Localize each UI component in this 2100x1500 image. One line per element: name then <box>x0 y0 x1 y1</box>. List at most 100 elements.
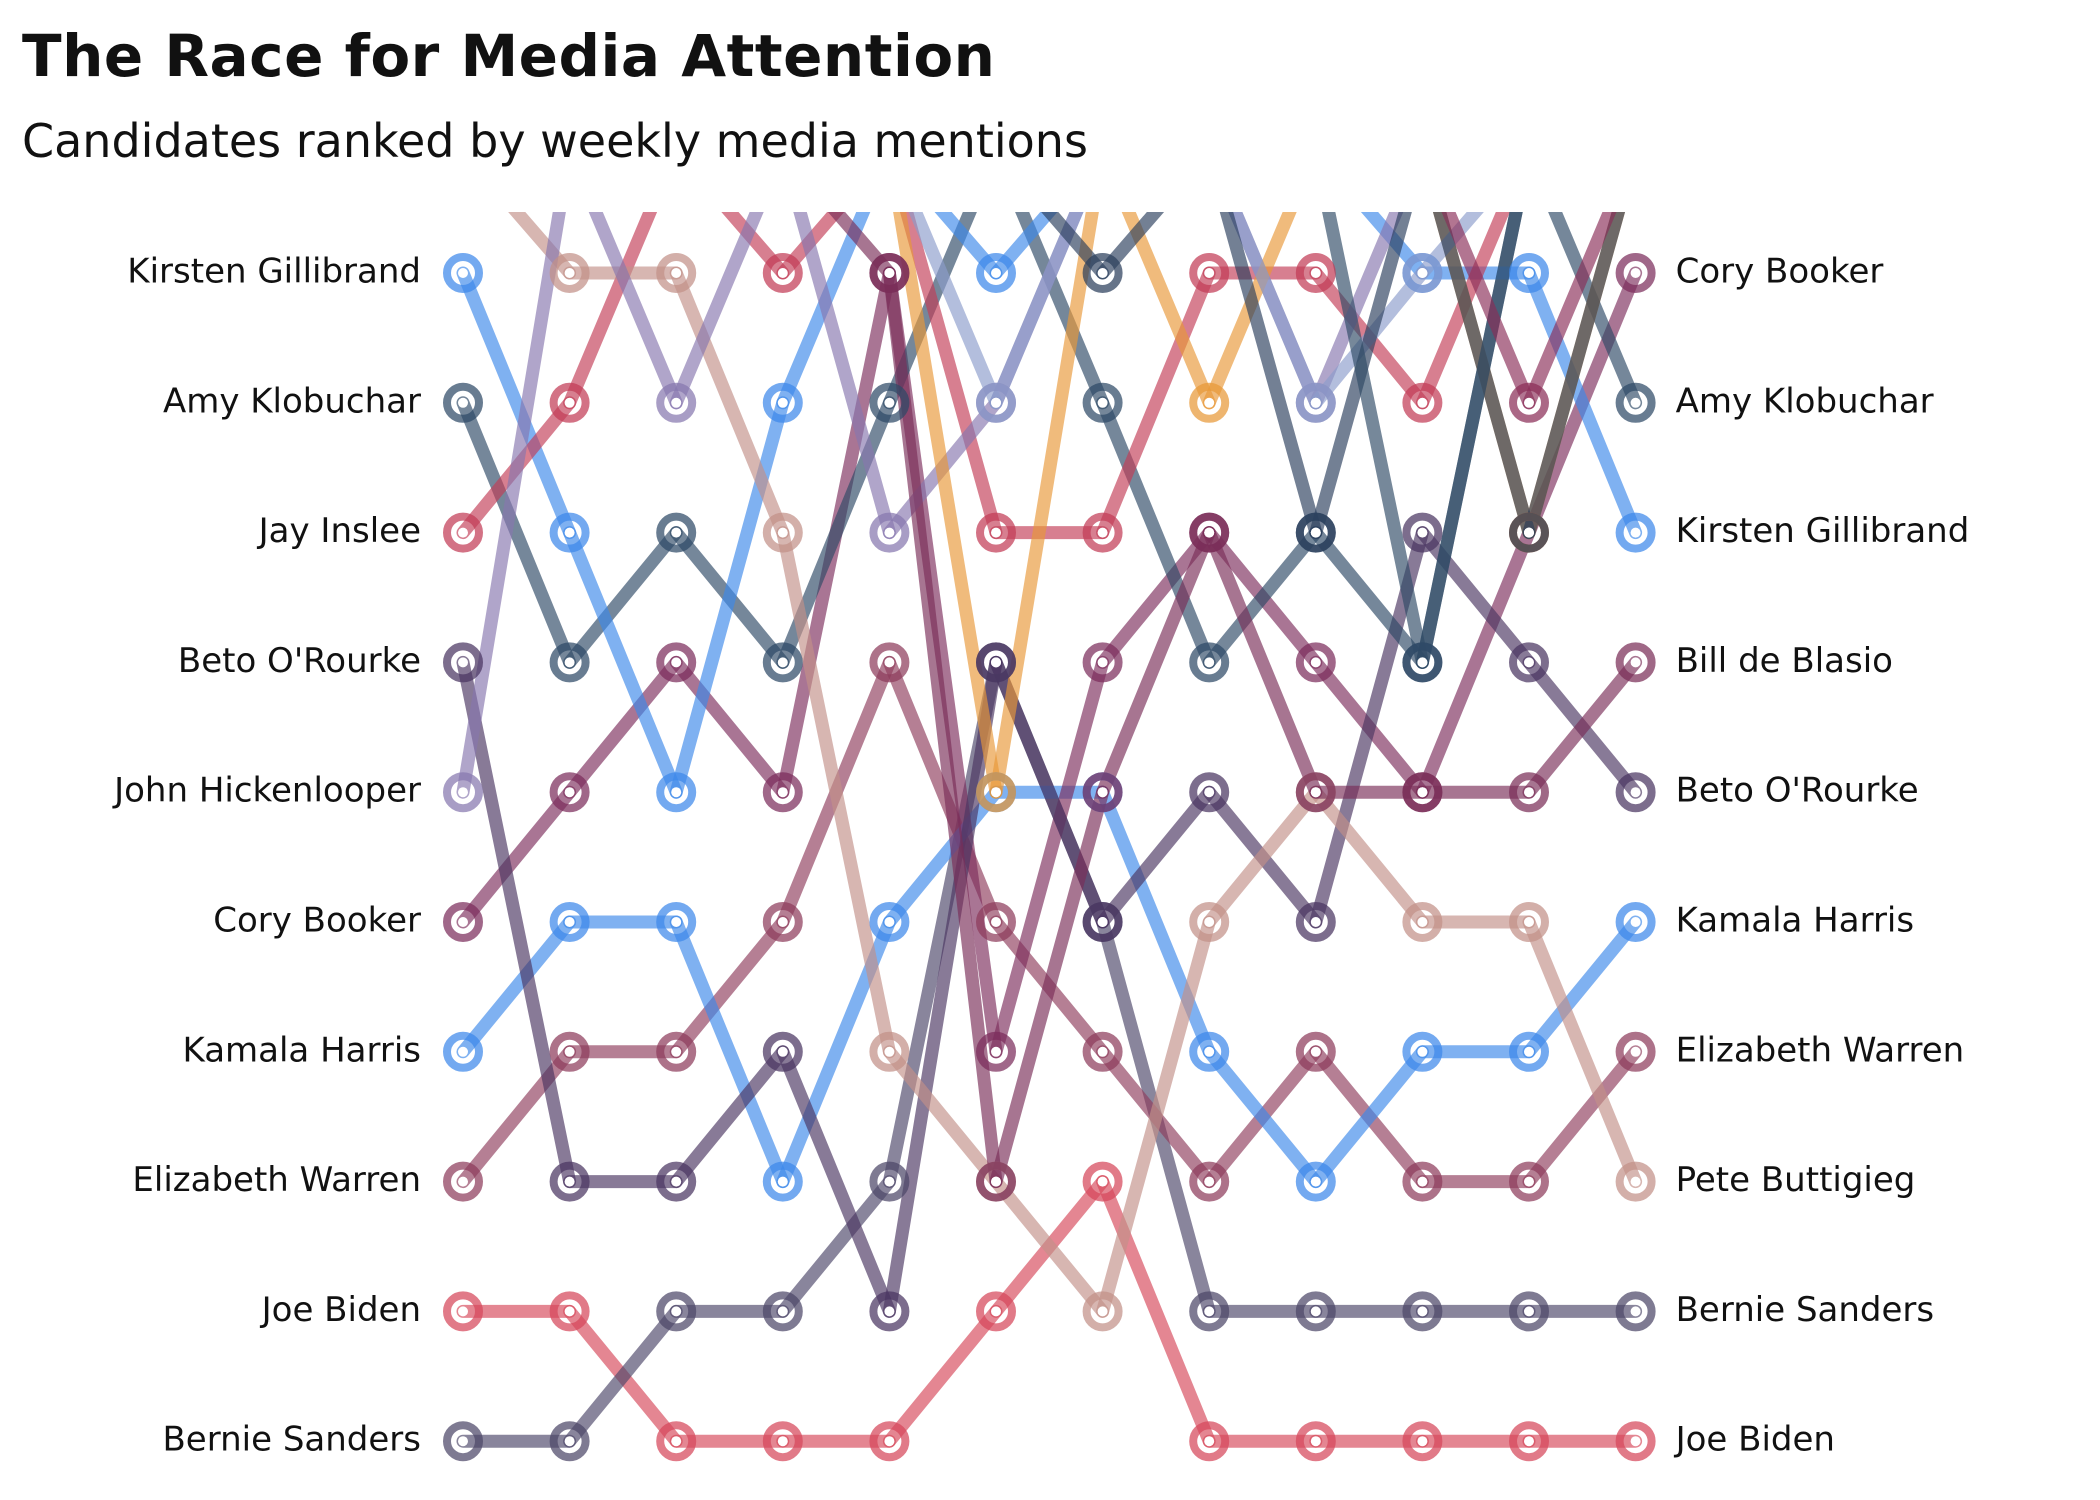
series-line-pete-buttigieg-seg-4 <box>776 526 896 1059</box>
data-point-beto-o-rourke-6 <box>976 642 1016 683</box>
data-point-cory-booker-1 <box>443 902 483 942</box>
data-point-joe-biden-1 <box>443 1291 483 1332</box>
data-point-pete-buttigieg-4 <box>762 512 803 553</box>
end-label-rank-6: Kamala Harris <box>1676 901 1915 941</box>
series-line-kamala-harris-seg-11 <box>1522 915 1643 1059</box>
data-point-joe-biden-2 <box>549 1291 590 1332</box>
data-point-kamala-harris-3 <box>656 902 697 942</box>
series-line-bill-de-blasio-seg-6 <box>989 785 1110 1189</box>
data-point-joe-biden-7 <box>1082 1161 1123 1202</box>
data-point-cory-booker-7 <box>1082 642 1123 683</box>
data-point-kirsten-gillibrand-6 <box>976 253 1016 293</box>
data-point-kamala-harris-9 <box>1295 1161 1336 1202</box>
series-line-eric-swalwell-seg-6 <box>1041 212 1110 280</box>
data-point-beto-o-rourke-3 <box>656 1161 697 1202</box>
data-point-elizabeth-warren-5 <box>869 642 910 683</box>
series-line-beto-o-rourke-seg-1 <box>456 655 577 1189</box>
series-line-john-hickenlooper-seg-4 <box>793 212 896 540</box>
data-point-john-hickenlooper-1 <box>443 772 483 813</box>
end-label-rank-2: Amy Klobuchar <box>1676 381 1934 421</box>
data-point-bill-de-blasio-9 <box>1295 772 1336 813</box>
data-point-cory-booker-3 <box>656 642 697 683</box>
series-line-pete-buttigieg-seg-5 <box>882 1045 1003 1189</box>
series-line-amy-klobuchar-seg-2 <box>563 526 683 669</box>
series-line-john-hickenlooper-seg-1 <box>456 212 566 799</box>
data-point-kirsten-gillibrand-1 <box>443 253 483 293</box>
series-line-kirsten-gillibrand-seg-5 <box>934 212 1003 280</box>
data-point-kamala-harris-4 <box>762 1161 803 1202</box>
data-point-beto-o-rourke-4 <box>762 1031 803 1072</box>
data-point-pete-buttigieg-8 <box>1189 902 1230 942</box>
data-point-beto-o-rourke-11 <box>1509 642 1549 683</box>
series-line-jay-inslee-seg-7 <box>1096 266 1216 540</box>
data-point-bernie-sanders-10 <box>1402 1291 1443 1332</box>
data-point-beto-o-rourke-12 <box>1615 772 1656 813</box>
data-point-kamala-harris-5 <box>869 902 910 942</box>
series-line-julian-castro-seg-6 <box>989 212 1084 410</box>
data-point-bernie-sanders-4 <box>762 1291 803 1332</box>
data-point-beto-o-rourke-7 <box>1082 902 1123 942</box>
series-line-john-delaney-seg-11 <box>1522 212 1617 410</box>
series-line-kirsten-gillibrand-seg-3 <box>669 396 790 799</box>
data-point-bill-de-blasio-7 <box>1082 772 1123 813</box>
start-rank-labels: Kirsten Gillibrand Amy Klobuchar Jay Insle… <box>112 252 421 1460</box>
end-label-rank-1: Cory Booker <box>1676 252 1884 292</box>
data-point-bill-de-blasio-12 <box>1615 642 1656 683</box>
data-point-bernie-sanders-1 <box>443 1421 483 1462</box>
data-point-amy-klobuchar-8 <box>1189 642 1230 683</box>
series-line-pete-buttigieg-seg-7 <box>1096 915 1216 1318</box>
data-point-beto-o-rourke-5 <box>869 1291 910 1332</box>
data-point-bill-de-blasio-8 <box>1189 512 1230 553</box>
data-point-eric-swalwell-9 <box>1295 512 1336 553</box>
series-line-cory-booker-seg-6 <box>989 655 1110 1059</box>
data-point-bernie-sanders-5 <box>869 1161 910 1202</box>
start-label-rank-4: Beto O'Rourke <box>178 641 421 681</box>
series-line-eric-swalwell-seg-8 <box>1219 212 1323 540</box>
data-point-joe-biden-3 <box>656 1421 697 1462</box>
series-line-eric-swalwell-seg-7 <box>1096 212 1165 280</box>
data-point-beto-o-rourke-9 <box>1295 902 1336 942</box>
series-line-kirsten-gillibrand-seg-4 <box>776 212 871 410</box>
data-point-kamala-harris-10 <box>1402 1031 1443 1072</box>
series-line-julian-castro-seg-10 <box>1415 212 1484 280</box>
data-point-cory-booker-2 <box>549 772 590 813</box>
series-line-elizabeth-warren-seg-11 <box>1522 1045 1643 1189</box>
start-label-rank-3: Jay Inslee <box>257 511 421 551</box>
data-point-elizabeth-warren-7 <box>1082 1031 1123 1072</box>
data-point-jay-inslee-6 <box>976 512 1016 553</box>
series-line-jay-inslee-seg-4 <box>776 212 845 280</box>
series-line-john-hickenlooper-seg-2 <box>588 212 683 410</box>
series-line-pete-buttigieg-seg-6 <box>989 1175 1110 1318</box>
series-line-beto-o-rourke-seg-7 <box>1096 785 1216 929</box>
series-line-eric-swalwell-seg-9 <box>1309 212 1412 540</box>
data-point-pete-buttigieg-11 <box>1509 902 1549 942</box>
data-point-amy-klobuchar-5 <box>869 382 910 423</box>
end-label-rank-5: Beto O'Rourke <box>1676 771 1919 811</box>
series-line-amy-klobuchar-seg-1 <box>456 396 577 669</box>
data-point-cory-booker-4 <box>762 772 803 813</box>
series-line-bill-de-blasio-seg-11 <box>1522 655 1643 799</box>
data-point-pete-buttigieg-7 <box>1082 1291 1123 1332</box>
series-line-julian-castro-seg-5 <box>908 212 1003 410</box>
series-line-kamala-harris-seg-8 <box>1202 1045 1323 1189</box>
data-point-julian-castro-6 <box>976 382 1016 423</box>
data-point-bill-de-blasio-6 <box>976 1161 1016 1202</box>
data-point-julian-castro-10 <box>1402 253 1443 293</box>
data-point-kamala-harris-2 <box>549 902 590 942</box>
data-point-jay-inslee-8 <box>1189 253 1230 293</box>
data-point-pete-buttigieg-12 <box>1615 1161 1656 1202</box>
data-point-elizabeth-warren-9 <box>1295 1031 1336 1072</box>
data-point-elizabeth-warren-3 <box>656 1031 697 1072</box>
end-label-rank-8: Pete Buttigieg <box>1676 1160 1916 1200</box>
series-line-kirsten-gillibrand-seg-1 <box>456 266 577 540</box>
data-point-john-hickenlooper-3 <box>656 382 697 423</box>
data-point-cory-booker-6 <box>976 1031 1016 1072</box>
series-line-cory-booker-seg-1 <box>456 785 577 929</box>
data-point-joe-biden-10 <box>1402 1421 1443 1462</box>
series-line-kirsten-gillibrand-seg-2 <box>563 526 683 799</box>
data-point-pete-buttigieg-10 <box>1402 902 1443 942</box>
data-point-beto-o-rourke-8 <box>1189 772 1230 813</box>
data-point-andrew-yang-10 <box>1402 642 1443 683</box>
data-point-elizabeth-warren-1 <box>443 1161 483 1202</box>
data-point-john-delaney-11 <box>1509 382 1549 423</box>
